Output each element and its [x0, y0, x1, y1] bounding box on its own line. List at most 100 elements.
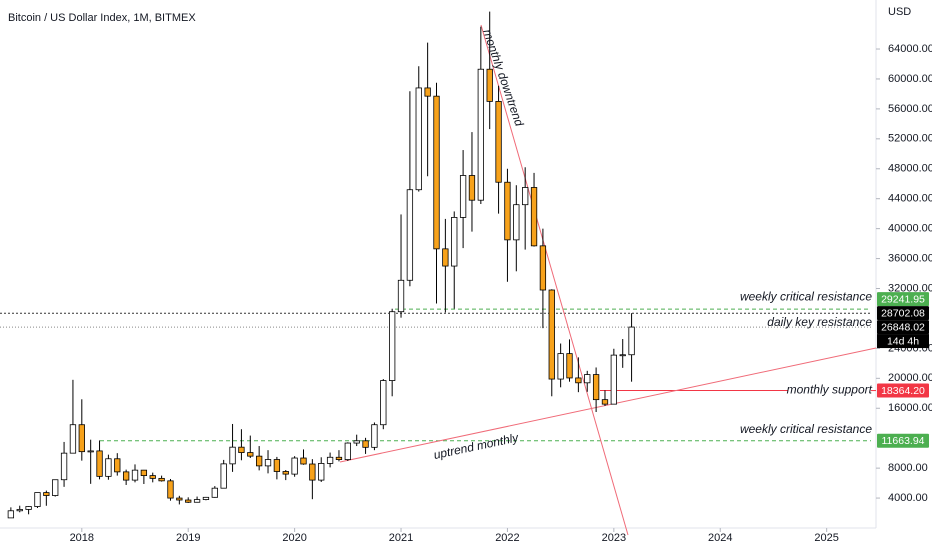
y-tick-label: 40000.00	[888, 223, 932, 235]
candle-body	[25, 506, 32, 510]
price-badge-label: 29241.95	[881, 293, 925, 305]
candle-body	[114, 458, 121, 473]
x-tick-label: 2021	[389, 532, 413, 544]
candle-body	[96, 450, 103, 477]
x-tick-label: 2020	[282, 532, 306, 544]
candle-body	[273, 459, 281, 472]
candle-body	[7, 510, 15, 519]
candle-body	[619, 354, 626, 357]
price-badge	[877, 320, 929, 335]
candle-body	[131, 469, 139, 481]
candle-body	[468, 175, 476, 201]
candle-body	[353, 440, 360, 444]
x-tick-label: 2024	[708, 532, 732, 544]
y-tick-label: 20000.00	[888, 372, 932, 384]
x-tick-label: 2022	[495, 532, 519, 544]
candle-body	[433, 95, 440, 250]
x-tick-label: 2018	[70, 532, 94, 544]
y-tick-label: 4000.00	[888, 492, 928, 504]
candle-body	[592, 374, 600, 401]
price-badge-label: 28702.08	[881, 307, 925, 319]
candle-body	[52, 479, 59, 496]
candle-body	[43, 492, 50, 496]
x-tick-label: 2025	[814, 532, 838, 544]
candle-body	[380, 380, 387, 426]
candle-body	[539, 245, 547, 291]
y-tick-label: 64000.00	[888, 43, 932, 55]
candle-body	[149, 475, 156, 479]
candle-body	[344, 442, 351, 460]
candle-body	[202, 496, 210, 500]
candle-body	[158, 477, 165, 482]
candle-body	[557, 353, 564, 380]
candle-body	[140, 469, 148, 477]
y-tick-label: 36000.00	[888, 252, 932, 264]
candle-body	[610, 354, 617, 405]
candle-body	[389, 311, 396, 381]
candle-body	[211, 487, 218, 498]
price-badge	[877, 433, 929, 448]
price-badge	[877, 292, 929, 307]
candle-body	[406, 189, 414, 281]
candle-body	[247, 452, 254, 457]
downtrend-line	[480, 24, 629, 536]
y-tick-label: 56000.00	[888, 103, 932, 115]
annotation: uptrend monthly	[432, 430, 520, 462]
price-badge	[877, 306, 929, 321]
uptrend-line	[339, 347, 877, 463]
candle-body	[442, 248, 449, 267]
levels	[0, 308, 876, 442]
candles	[7, 11, 635, 519]
candle-body	[584, 374, 591, 384]
candle-body	[397, 279, 405, 313]
candle-body	[477, 68, 484, 201]
candle-body	[220, 463, 227, 489]
candle-body	[424, 87, 431, 97]
candle-body	[167, 480, 174, 499]
level-text: weekly critical resistance	[740, 289, 872, 303]
y-tick-label: 52000.00	[888, 133, 932, 145]
chart-title: Bitcoin / US Dollar Index, 1M, BITMEX	[8, 12, 196, 24]
candle-body	[69, 424, 77, 454]
y-tick-label: 32000.00	[888, 282, 932, 294]
y-tick-label: 60000.00	[888, 73, 932, 85]
x-tick-label: 2023	[602, 532, 626, 544]
candle-body	[495, 101, 502, 183]
candle-body	[60, 452, 68, 481]
candle-body	[318, 463, 325, 481]
candle-body	[256, 455, 263, 467]
candle-body	[530, 187, 538, 247]
candle-body	[504, 181, 511, 241]
candle-body	[459, 175, 467, 218]
price-badge-label: 26848.02	[881, 321, 925, 333]
countdown-badge	[877, 334, 929, 349]
countdown-label: 14d 4h	[887, 335, 919, 347]
candle-body	[264, 459, 272, 467]
candle-body	[282, 471, 289, 475]
candle-body	[628, 326, 635, 356]
y-tick-label: 16000.00	[888, 402, 932, 414]
y-tick-label: 8000.00	[888, 462, 928, 474]
candle-body	[193, 499, 201, 503]
candle-body	[548, 289, 555, 380]
candle-body	[415, 87, 422, 191]
candle-body	[229, 446, 236, 465]
x-tick-label: 2019	[176, 532, 200, 544]
level-text: monthly support	[787, 383, 873, 397]
candle-body	[362, 440, 369, 448]
candle-body	[105, 458, 112, 477]
candle-body	[309, 463, 316, 481]
y-tick-label: 48000.00	[888, 163, 932, 175]
candle-body	[335, 456, 343, 460]
candle-body	[575, 377, 582, 384]
candle-body	[122, 471, 130, 481]
candle-body	[601, 399, 609, 405]
candle-body	[566, 353, 573, 379]
candle-body	[87, 450, 94, 453]
candle-body	[522, 187, 529, 206]
candle-body	[513, 204, 520, 241]
candle-body	[326, 456, 334, 464]
price-badge	[877, 383, 929, 398]
candle-body	[486, 68, 493, 102]
